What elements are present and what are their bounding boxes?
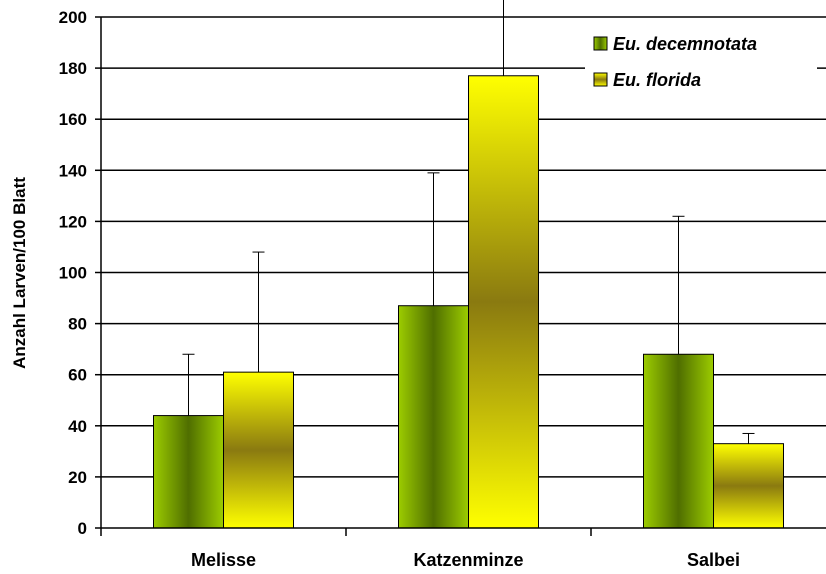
bar-2-0 <box>643 353 714 529</box>
y-tick-label: 80 <box>68 315 87 334</box>
y-tick-label: 40 <box>68 417 87 436</box>
bars <box>153 75 784 529</box>
bar-1-0 <box>398 305 469 529</box>
category-label: Melisse <box>191 550 256 570</box>
legend-swatch <box>593 36 608 51</box>
error-bars <box>182 0 755 444</box>
bar-1-1 <box>468 75 539 529</box>
y-tick-label: 180 <box>59 59 87 78</box>
category-label: Salbei <box>687 550 740 570</box>
bar-0-0 <box>153 415 224 529</box>
axes <box>95 16 826 536</box>
bar-0-1 <box>223 371 294 529</box>
bar-2-1 <box>713 443 784 529</box>
legend-swatch <box>593 72 608 87</box>
category-label: Katzenminze <box>413 550 523 570</box>
y-tick-label: 200 <box>59 8 87 27</box>
y-tick-labels: 0 20 40 60 80 100 120 140 160 180 200 <box>59 8 87 538</box>
legend-entry: Eu. florida <box>613 70 701 90</box>
y-tick-label: 120 <box>59 212 87 231</box>
y-tick-label: 20 <box>68 468 87 487</box>
y-tick-label: 100 <box>59 264 87 283</box>
y-tick-label: 160 <box>59 110 87 129</box>
x-category-labels: Melisse Katzenminze Salbei <box>191 550 740 570</box>
legend-box <box>585 27 817 99</box>
y-tick-label: 60 <box>68 366 87 385</box>
legend-entry: Eu. decemnotata <box>613 34 757 54</box>
y-tick-label: 0 <box>78 519 87 538</box>
y-tick-label: 140 <box>59 161 87 180</box>
legend: Eu. decemnotata Eu. florida <box>585 27 817 99</box>
y-axis-label: Anzahl Larven/100 Blatt <box>10 177 29 369</box>
